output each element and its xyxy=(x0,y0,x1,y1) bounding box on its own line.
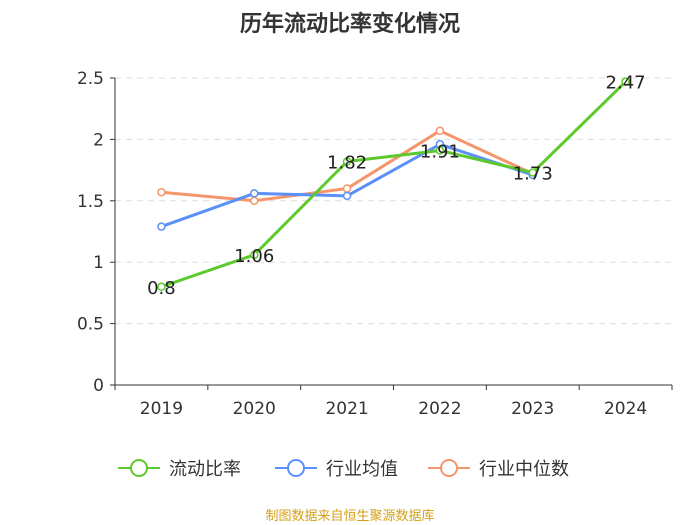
x-tick-label: 2021 xyxy=(325,399,368,419)
x-tick-label: 2019 xyxy=(140,399,183,419)
y-tick-label: 1.5 xyxy=(77,192,104,212)
data-label: 1.73 xyxy=(513,164,553,185)
series-line-1 xyxy=(160,80,627,289)
data-label: 1.06 xyxy=(234,246,274,267)
x-tick-label: 2022 xyxy=(418,399,461,419)
data-label: 1.82 xyxy=(327,153,367,174)
series-point-2 xyxy=(157,222,166,231)
y-tick-label: 2.5 xyxy=(77,69,104,89)
legend-label: 行业中位数 xyxy=(479,459,569,480)
legend-swatch-marker xyxy=(130,459,148,477)
series-point-1 xyxy=(157,282,166,292)
series-point-1 xyxy=(250,250,259,260)
legend-label: 行业均值 xyxy=(326,459,398,480)
chart-title: 历年流动比率变化情况 xyxy=(239,12,460,37)
x-tick-label: 2020 xyxy=(233,399,276,419)
series-point-3 xyxy=(435,126,445,136)
legend-label: 流动比率 xyxy=(169,459,241,480)
data-label: 2.47 xyxy=(606,73,646,94)
x-tick-label: 2024 xyxy=(604,399,647,419)
legend-swatch-marker xyxy=(440,459,458,477)
y-tick-label: 1 xyxy=(93,253,104,273)
legend-swatch-marker xyxy=(287,459,305,477)
series-point-1 xyxy=(435,146,445,155)
data-label: 1.91 xyxy=(420,141,460,162)
x-tick-label: 2023 xyxy=(511,399,554,419)
y-tick-label: 0 xyxy=(93,376,104,396)
series-point-1 xyxy=(342,157,352,166)
series-point-1 xyxy=(528,168,537,177)
data-label: 0.8 xyxy=(147,278,176,299)
y-tick-label: 2 xyxy=(93,130,104,150)
series-point-1 xyxy=(621,77,630,86)
series-point-3 xyxy=(250,196,259,206)
series-point-2 xyxy=(342,191,352,201)
series-point-3 xyxy=(342,184,352,193)
source-note: 制图数据来自恒生聚源数据库 xyxy=(265,509,435,524)
series-point-3 xyxy=(157,187,166,197)
series-point-2 xyxy=(250,189,259,198)
y-tick-label: 0.5 xyxy=(77,315,104,335)
